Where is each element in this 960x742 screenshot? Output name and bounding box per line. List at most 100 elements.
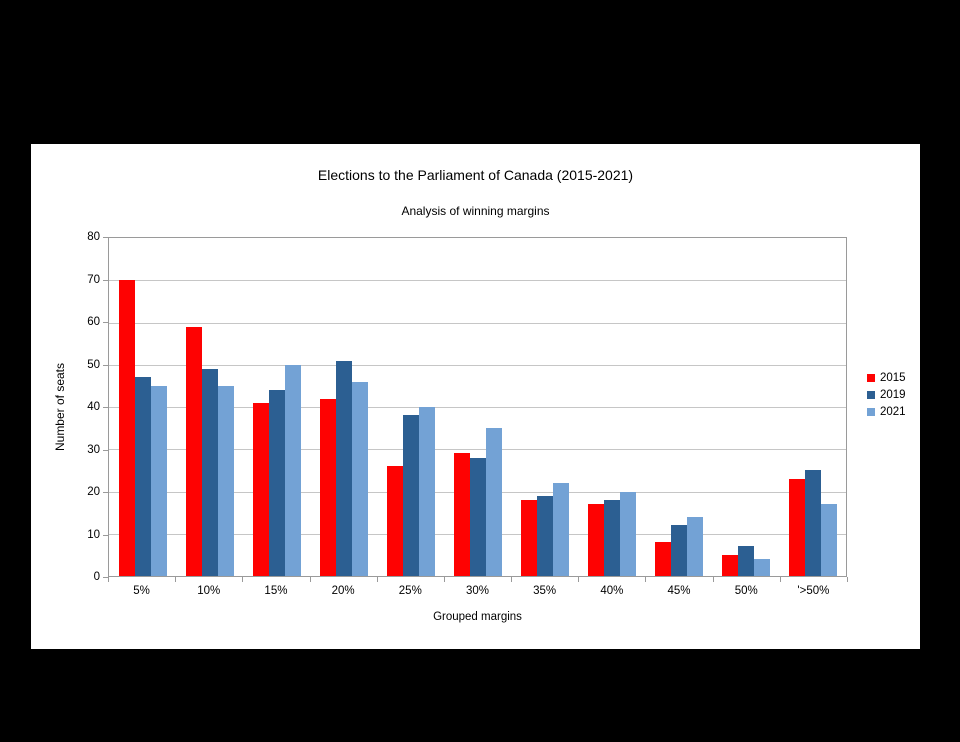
bar-2021-15%	[284, 364, 301, 576]
y-tick-label-20: 20	[87, 486, 100, 498]
bar-2019-45%	[670, 525, 687, 576]
bar-group-15%	[243, 238, 310, 576]
bar-2021-10%	[217, 385, 234, 576]
bar-group-'>50%	[779, 238, 846, 576]
bar-2021-25%	[418, 407, 435, 576]
bar-group-45%	[645, 238, 712, 576]
bar-group-10%	[176, 238, 243, 576]
y-tick-mark-0	[103, 577, 108, 578]
plot-area	[108, 237, 847, 577]
y-tick-mark-30	[103, 450, 108, 451]
y-tick-label-30: 30	[87, 443, 100, 456]
x-tick-label-25%: 25%	[398, 585, 422, 597]
gridline-70	[109, 280, 846, 282]
plot-inner	[109, 238, 846, 576]
y-tick-mark-80	[103, 237, 108, 238]
bar-2019-20%	[335, 360, 352, 576]
bar-group-20%	[310, 238, 377, 576]
bar-2021-40%	[619, 491, 636, 576]
legend-item-2021: 2021	[867, 403, 906, 420]
y-tick-mark-60	[103, 322, 108, 323]
bar-2019-25%	[402, 415, 419, 576]
y-tick-mark-10	[103, 535, 108, 536]
legend-swatch-2015	[867, 373, 875, 382]
legend-label-2021: 2021	[880, 405, 906, 418]
x-tick-mark-4	[377, 577, 378, 582]
x-tick-mark-11	[847, 577, 848, 582]
bar-2015-35%	[520, 499, 537, 576]
x-tick-mark-1	[175, 577, 176, 582]
bar-2015-40%	[587, 504, 604, 576]
bar-2019-15%	[268, 390, 285, 576]
bar-2015-20%	[319, 398, 336, 576]
y-tick-mark-40	[103, 407, 108, 408]
bar-2015-30%	[453, 453, 470, 576]
bar-2019-50%	[737, 546, 754, 576]
y-tick-mark-70	[103, 280, 108, 281]
bar-2019-40%	[603, 499, 620, 576]
legend-label-2019: 2019	[880, 388, 906, 401]
x-tick-mark-8	[645, 577, 646, 582]
legend-label-2015: 2015	[880, 371, 906, 384]
bar-2015-15%	[252, 402, 269, 576]
bar-2021-20%	[351, 381, 368, 576]
bar-2021-35%	[552, 483, 569, 576]
x-tick-label-30%: 30%	[465, 585, 489, 597]
gridline-50	[109, 364, 846, 366]
bar-2019-'>50%	[804, 470, 821, 576]
x-tick-mark-2	[242, 577, 243, 582]
bar-2019-5%	[134, 377, 151, 576]
y-tick-label-60: 60	[87, 316, 100, 328]
x-tick-label-'>50%: '>50%	[797, 585, 830, 597]
x-tick-label-35%: 35%	[533, 585, 557, 597]
y-tick-mark-50	[103, 365, 108, 366]
chart-subtitle: Analysis of winning margins	[401, 204, 550, 218]
y-tick-label-40: 40	[87, 401, 100, 413]
y-tick-mark-20	[103, 492, 108, 493]
x-tick-mark-3	[310, 577, 311, 582]
x-tick-mark-6	[511, 577, 512, 582]
bar-group-40%	[578, 238, 645, 576]
legend-swatch-2021	[867, 407, 875, 416]
chart-panel: Elections to the Parliament of Canada (2…	[31, 144, 920, 649]
x-tick-label-20%: 20%	[331, 585, 355, 597]
x-tick-mark-5	[444, 577, 445, 582]
y-tick-label-80: 80	[87, 231, 100, 243]
gridline-60	[109, 322, 846, 324]
bar-group-50%	[712, 238, 779, 576]
bar-group-5%	[109, 238, 176, 576]
bar-2015-45%	[654, 542, 671, 576]
x-tick-label-45%: 45%	[667, 585, 691, 597]
x-tick-mark-0	[108, 577, 109, 582]
gridline-40	[109, 407, 846, 408]
x-tick-label-15%: 15%	[264, 585, 288, 597]
bar-2015-'>50%	[788, 478, 805, 576]
x-tick-mark-7	[578, 577, 579, 582]
bar-2021-'>50%	[820, 504, 837, 576]
x-tick-label-40%: 40%	[600, 585, 624, 597]
y-tick-label-10: 10	[87, 528, 100, 541]
x-tick-mark-10	[780, 577, 781, 582]
legend: 2015 2019 2021	[867, 369, 906, 420]
x-tick-mark-9	[713, 577, 714, 582]
bar-2019-35%	[536, 495, 553, 576]
gridline-30	[109, 449, 846, 451]
y-tick-label-50: 50	[87, 358, 100, 371]
bar-2019-10%	[201, 368, 218, 576]
bar-2015-5%	[118, 280, 135, 576]
bar-2015-25%	[386, 466, 403, 576]
y-tick-label-0: 0	[93, 571, 100, 583]
bar-group-25%	[377, 238, 444, 576]
bar-2021-50%	[753, 559, 770, 576]
x-axis-title: Grouped margins	[433, 611, 522, 623]
x-tick-label-10%: 10%	[197, 585, 221, 597]
bar-2021-5%	[150, 385, 167, 576]
x-tick-label-5%: 5%	[133, 585, 150, 597]
y-tick-label-70: 70	[87, 273, 100, 286]
bar-group-30%	[444, 238, 511, 576]
bar-2021-45%	[686, 516, 703, 576]
bar-2015-10%	[185, 326, 202, 576]
x-tick-label-50%: 50%	[734, 585, 758, 597]
chart-title: Elections to the Parliament of Canada (2…	[317, 167, 634, 183]
